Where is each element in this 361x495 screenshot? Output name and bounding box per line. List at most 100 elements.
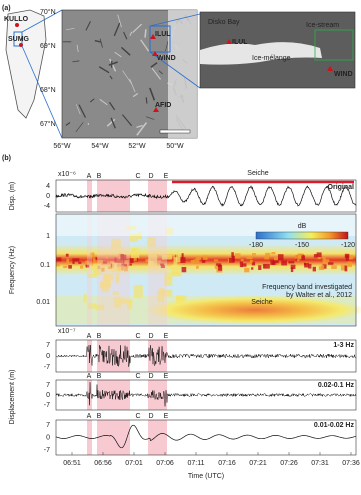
spectral-patch [84,260,89,267]
spectral-patch [146,237,156,247]
spectral-patch [304,262,309,268]
inset-label: Ice-stream [306,22,339,29]
spectral-patch [87,303,97,309]
x-label: Time (UTC) [188,473,224,480]
event-window [148,420,167,455]
spectral-patch [181,266,187,273]
spectral-patch [277,254,284,261]
station-marker [150,34,156,39]
station-label: SUMG [8,36,30,43]
event-label: B [97,173,102,180]
spectral-patch [171,272,182,277]
terrain [65,28,75,31]
panel-label: (b) [2,155,11,162]
spectral-patch [344,253,350,259]
spectral-patch [160,263,165,266]
spectral-patch [275,262,279,265]
spectral-patch [252,253,256,256]
terrain [99,98,108,106]
inset-label: Disko Bay [208,19,240,26]
terrain [78,104,87,118]
spectral-patch [234,253,241,259]
spectral-patch [244,267,250,273]
station-label: AFID [155,102,171,109]
terrain [108,61,118,66]
spectral-patch [231,255,235,262]
y-tick-label: -7 [44,364,50,371]
event-label: E [164,333,169,340]
spectral-patch [264,263,270,269]
station-label: KULLO [4,16,29,23]
spectral-patch [217,264,222,267]
spectral-patch [95,257,98,261]
spectral-patch [56,263,60,267]
spectral-patch [328,262,334,265]
terrain [132,23,143,34]
x-tick-label: 07:16 [218,460,236,467]
terrain [129,78,136,93]
station-label: ILUL [155,31,171,38]
event-label: D [148,173,153,180]
spectral-patch [72,258,75,264]
terrain [89,98,95,103]
terrain [94,39,101,43]
terrain [114,51,122,58]
band-label: 0.01-0.02 Hz [314,422,355,429]
colorbar-tick: -150 [295,242,309,249]
terrain [150,62,158,68]
spectral-patch [65,253,69,257]
spectral-patch [145,259,151,263]
ice-sheet [168,10,197,138]
scale-bar [159,129,191,134]
panel-label: (a) [2,5,11,12]
spectral-patch [288,261,295,264]
terrain [109,58,117,72]
spectral-patch [125,299,133,304]
spectral-patch [183,261,186,266]
event-label: D [148,413,153,420]
annotation: Seiche [251,299,273,306]
event-label: B [97,413,102,420]
spectral-patch [93,263,102,276]
terrain [109,101,116,111]
spectral-patch [111,238,121,249]
terrain [117,14,122,28]
spectral-patch [190,259,195,264]
spectral-patch [120,267,124,270]
spectral-patch [264,255,270,260]
y-tick-label: 0 [46,392,50,399]
band-note: Frequency band investigated [262,284,352,291]
spectral-patch [68,265,72,269]
terrain [99,38,103,48]
spectral-patch [202,255,208,260]
terrain [136,122,148,136]
spectral-patch [111,262,122,272]
terrain [136,124,143,128]
spectral-patch [196,265,199,269]
greenland-outline [5,9,47,119]
spectral-patch [117,298,127,304]
spectral-patch [340,264,346,271]
terrain [145,97,148,104]
scale-label: x10⁻⁷ [58,328,76,335]
terrain [144,29,147,38]
spectral-patch [115,272,120,279]
event-window [87,420,92,455]
station-marker [327,66,333,71]
terrain [121,114,133,127]
terrain [123,31,128,40]
spectral-patch [273,257,279,261]
spectral-patch [105,255,109,259]
annotation: Seiche [247,170,269,177]
lat-label: 70°N [40,8,56,16]
investigated-band [56,214,356,236]
y-label: Frequency (Hz) [9,246,16,294]
spectral-patch [66,258,70,265]
colorbar-tick: -120 [341,242,355,249]
colorbar-title: dB [298,223,307,230]
axes-frame [55,379,357,411]
y-tick-label: 0 [46,193,50,200]
spectral-patch [80,265,84,269]
y-tick-label: 0 [46,434,50,441]
